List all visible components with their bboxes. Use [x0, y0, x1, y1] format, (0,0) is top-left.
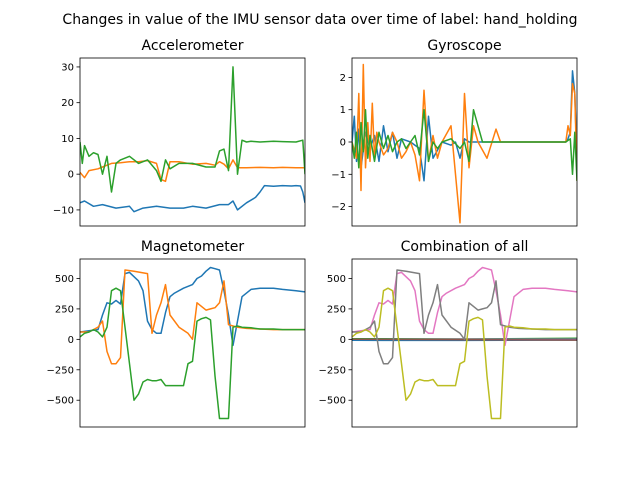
y-tick-label: 10: [61, 134, 74, 145]
subplot-title: Gyroscope: [427, 38, 501, 54]
y-tick-label: −500: [47, 396, 74, 407]
y-tick-label: 20: [61, 98, 74, 109]
plots-area: Accelerometer−100102030Gyroscope−2−1012M…: [47, 38, 578, 428]
subplot-title: Accelerometer: [142, 38, 244, 54]
figure-title: Changes in value of the IMU sensor data …: [62, 12, 577, 28]
subplot-title: Magnetometer: [141, 239, 244, 255]
series-line-7: [352, 266, 577, 347]
series-line-1: [80, 184, 305, 213]
y-tick-label: 500: [55, 274, 74, 285]
axes-frame: [351, 258, 578, 428]
y-tick-label: 250: [55, 304, 74, 315]
series-group: [352, 266, 577, 420]
series-line-3: [352, 108, 577, 181]
y-tick-label: −500: [319, 396, 346, 407]
y-tick-label: 0: [340, 335, 346, 346]
y-tick-label: 1: [340, 105, 346, 116]
series-group: [80, 66, 305, 213]
series-group: [80, 266, 305, 420]
y-tick-label: −2: [331, 202, 346, 213]
series-line-3: [80, 287, 305, 420]
subplot-3: Magnetometer −500 −250 0 250 500: [47, 239, 306, 428]
axes-frame: [79, 258, 306, 428]
series-line-9: [352, 287, 577, 420]
y-tick-label: 0: [340, 138, 346, 149]
subplot-1: Accelerometer −10 0 10 20 30: [53, 38, 306, 227]
y-tick-label: 30: [61, 62, 74, 73]
y-tick-label: 0: [68, 335, 74, 346]
y-tick-label: 2: [340, 73, 346, 84]
subplot-title: Combination of all: [401, 239, 529, 255]
axes-frame: [79, 57, 306, 227]
series-line-2: [80, 159, 305, 183]
subplot-4: Combination of all −500 −250 0 250 500: [319, 239, 578, 428]
subplot-2: Gyroscope −2 −1 0 1 2: [331, 38, 578, 227]
y-tick-label: 0: [68, 170, 74, 181]
series-group: [352, 63, 577, 224]
y-tick-label: 500: [327, 274, 346, 285]
y-tick-label: −10: [53, 205, 74, 216]
y-tick-label: −250: [319, 365, 346, 376]
y-tick-label: 250: [327, 304, 346, 315]
series-line-3: [80, 66, 305, 193]
y-tick-label: −1: [331, 170, 346, 181]
series-line-1: [80, 266, 305, 347]
y-tick-label: −250: [47, 365, 74, 376]
